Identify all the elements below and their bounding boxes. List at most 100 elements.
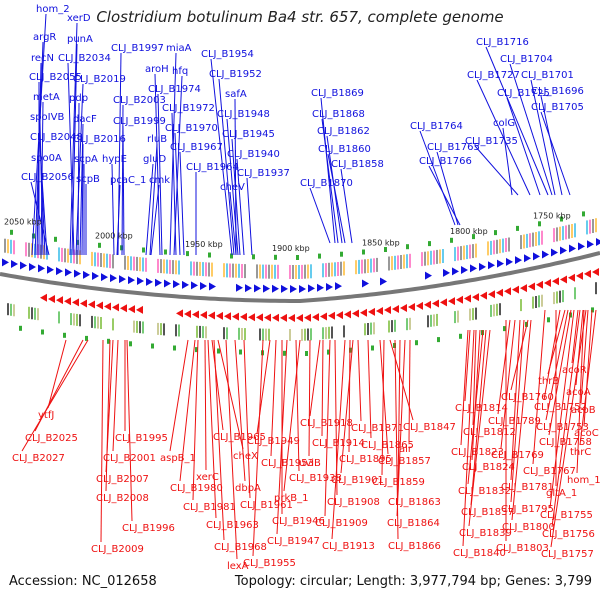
forward-gene-arrow [11,259,18,268]
connector-line [283,339,301,492]
feature-block-outer [361,259,363,274]
connector-line [543,309,561,401]
connector-line [327,153,346,244]
feature-block-outer [454,247,456,262]
feature-block-inner [331,326,333,339]
feature-block-inner [538,295,540,308]
reverse-gene-arrow [272,313,279,322]
gc-marker [63,332,66,338]
feature-block-outer [277,264,279,279]
feature-block-outer [298,265,300,279]
feature-block-inner [139,321,141,334]
feature-block-outer [223,263,225,278]
reverse-gene-arrow [56,296,63,305]
position-tick-label: 1850 kbp [362,239,400,248]
feature-block-outer [373,258,375,273]
reverse-gene-arrow [280,313,287,322]
reverse-gene-arrow [552,277,559,286]
reverse-gene-arrow [216,311,223,320]
feature-block-outer [487,241,489,256]
feature-block-outer [28,242,30,257]
feature-block-outer [289,265,291,279]
connector-line [357,339,362,422]
forward-gene-arrow [461,265,468,274]
gc-marker [173,345,176,351]
gene-label: CLJ_B1824 [462,462,515,473]
connector-line [229,191,237,256]
gc-marker [459,333,462,339]
gene-label: CLJ_B1871 [351,423,404,434]
gc-marker [142,247,145,253]
gene-label: CLJ_B1938 [289,473,342,484]
gc-marker [406,244,409,250]
forward-gene-arrow [335,282,342,291]
gene-label: CLJ_B1863 [388,497,441,508]
gene-label: scpA [74,154,98,165]
feature-block-outer [97,252,99,267]
gene-label: rluB [147,134,167,145]
gc-marker [582,211,585,217]
feature-block-outer [271,264,273,279]
position-tick-label: 1750 kbp [533,211,571,220]
gc-marker [547,317,550,323]
feature-block-outer [529,233,531,248]
feature-block-inner [364,323,366,336]
connector-line [126,339,133,522]
feature-block-outer [259,264,261,279]
feature-block-outer [496,239,498,254]
gene-label: dacF [73,114,97,125]
gc-marker [98,242,101,248]
reverse-gene-arrow [328,311,335,320]
gene-label: scpB [76,174,100,185]
feature-block-outer [397,255,399,270]
gene-label: CLJ_B1814 [455,403,508,414]
gc-marker [208,252,211,258]
forward-gene-arrow [146,277,153,286]
connector-line [510,319,525,503]
reverse-gene-arrow [136,305,143,314]
feature-block-outer [556,227,558,242]
gc-marker [415,340,418,346]
gene-label: CLJ_B1727 [467,70,520,81]
feature-block-outer [172,260,174,275]
feature-block-outer [526,233,528,248]
feature-block-outer [568,224,570,239]
gene-label: CLJ_B1752 [534,402,587,413]
gene-label: CLJ_B1937 [237,168,290,179]
connector-line [394,339,399,540]
feature-block-outer [232,263,234,278]
reverse-gene-arrow [368,307,375,316]
feature-block-outer [325,263,327,278]
gc-marker [472,234,475,240]
gene-label: CLJ_B1945 [222,129,275,140]
connector-line [379,339,389,455]
feature-block-outer [301,264,303,279]
feature-block-outer [307,264,309,279]
gc-marker [384,247,387,252]
gene-label: pdp [69,93,88,104]
feature-block-inner [532,296,534,309]
feature-block-inner [112,318,114,331]
feature-block-outer [394,255,396,270]
gene-label: CLJ_B1735 [465,136,518,147]
forward-gene-arrow [497,259,504,268]
feature-block-inner [91,315,93,328]
feature-block-outer [364,259,366,274]
forward-gene-arrow [542,250,549,259]
feature-block-inner [76,313,78,326]
feature-block-inner [289,329,291,341]
connector-line [21,339,89,452]
gene-label: CLJ_B1972 [162,103,215,114]
feature-block-outer [67,248,69,263]
feature-block-inner [226,327,228,340]
gene-label: hypE [102,154,127,165]
gc-marker [186,251,189,257]
gene-label: CLJ_B1997 [111,43,164,54]
gene-label: CLJ_B1999 [113,116,166,127]
forward-gene-arrow [569,244,576,253]
feature-block-outer [340,261,342,276]
feature-block-inner [142,321,144,334]
gene-label: CLJ_B1756 [542,529,595,540]
gene-label: CLJ_B1837 [461,507,514,518]
feature-block-outer [328,262,330,277]
